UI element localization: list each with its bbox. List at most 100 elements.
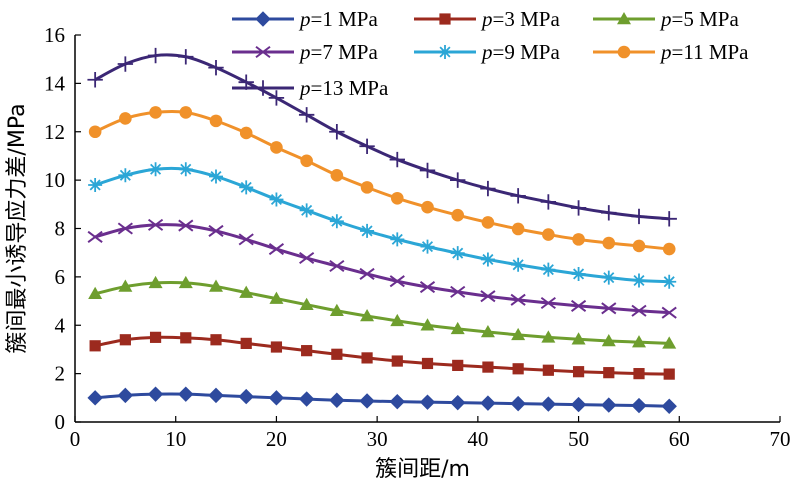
data-point xyxy=(88,125,102,139)
y-tick-label: 10 xyxy=(44,168,65,192)
data-point xyxy=(178,49,194,65)
data-point xyxy=(450,246,465,261)
data-point xyxy=(361,352,373,364)
data-point xyxy=(238,233,254,246)
series-layer xyxy=(87,47,677,414)
data-point xyxy=(300,154,313,168)
data-point xyxy=(147,218,164,231)
data-point xyxy=(389,275,405,288)
data-point xyxy=(631,208,647,225)
data-point xyxy=(298,391,315,407)
data-point xyxy=(390,232,405,247)
data-point xyxy=(601,302,617,315)
data-point xyxy=(450,394,466,411)
x-axis-title: 簇间距/m xyxy=(375,457,470,482)
data-point xyxy=(117,387,134,404)
data-point xyxy=(360,223,375,238)
legend-marker xyxy=(255,80,271,96)
data-point xyxy=(661,398,677,414)
data-point xyxy=(451,208,465,222)
y-tick-label: 8 xyxy=(55,217,66,241)
legend-item: p=1 MPa xyxy=(232,7,378,31)
data-point xyxy=(180,332,192,344)
series-3 xyxy=(88,275,677,349)
legend-item: p=11 MPa xyxy=(593,40,749,64)
data-point xyxy=(631,304,647,317)
series-line xyxy=(94,223,670,315)
legend-label: p=1 MPa xyxy=(298,7,378,31)
series-7 xyxy=(87,47,677,227)
data-point xyxy=(601,397,617,413)
data-point xyxy=(480,180,496,197)
data-point xyxy=(662,242,676,256)
data-point xyxy=(662,274,677,289)
data-point xyxy=(148,275,163,289)
data-point xyxy=(329,259,345,273)
data-point xyxy=(118,168,133,183)
data-point xyxy=(510,395,526,412)
data-point xyxy=(661,211,677,227)
data-point xyxy=(632,239,646,253)
data-point xyxy=(541,330,556,343)
data-point xyxy=(359,393,375,409)
legend-item: p=13 MPa xyxy=(232,76,389,100)
data-point xyxy=(572,366,585,378)
data-point xyxy=(269,291,284,304)
data-point xyxy=(299,251,315,265)
data-point xyxy=(570,396,587,413)
legend-marker xyxy=(617,12,631,25)
data-point xyxy=(270,341,283,353)
data-point xyxy=(208,387,224,404)
data-point xyxy=(390,191,404,205)
y-tick-label: 4 xyxy=(55,313,66,337)
data-point xyxy=(421,200,434,214)
data-point xyxy=(210,334,222,346)
data-point xyxy=(570,200,587,216)
data-point xyxy=(359,138,375,154)
data-point xyxy=(510,188,526,204)
data-point xyxy=(119,112,132,125)
data-point xyxy=(419,162,436,179)
x-tick-label: 0 xyxy=(70,427,81,451)
data-point xyxy=(510,293,526,306)
data-point xyxy=(632,335,646,348)
data-point xyxy=(450,321,465,335)
data-point xyxy=(88,286,103,300)
data-point xyxy=(662,336,677,349)
x-tick-label: 60 xyxy=(669,427,690,451)
data-point xyxy=(208,59,224,76)
series-4 xyxy=(87,218,677,319)
data-point xyxy=(511,327,526,341)
data-point xyxy=(301,345,313,357)
data-point xyxy=(601,333,616,347)
data-point xyxy=(602,236,616,250)
data-point xyxy=(149,331,162,343)
data-point xyxy=(329,124,345,140)
data-point xyxy=(452,359,464,372)
legend-marker xyxy=(255,45,271,59)
legend: p=1 MPa p=3 MPa p=5 MPa p=7 MPa p=9 MPa p=11 … xyxy=(232,7,749,100)
data-point xyxy=(147,386,164,402)
legend-item: p=9 MPa xyxy=(414,40,560,64)
data-point xyxy=(480,252,495,267)
legend-label: p=7 MPa xyxy=(298,40,378,64)
data-point xyxy=(330,168,344,182)
data-point xyxy=(268,390,285,406)
data-point xyxy=(208,224,224,237)
data-point xyxy=(117,222,133,235)
data-point xyxy=(481,216,495,229)
data-point xyxy=(633,368,645,380)
data-point xyxy=(360,309,375,322)
data-point xyxy=(420,318,435,331)
data-point xyxy=(542,228,555,241)
data-point xyxy=(117,56,134,72)
data-point xyxy=(88,177,103,192)
data-point xyxy=(119,334,131,346)
data-point xyxy=(268,243,285,256)
data-point xyxy=(270,141,283,154)
y-tick-label: 14 xyxy=(44,71,66,95)
data-point xyxy=(359,267,375,281)
x-tick-label: 30 xyxy=(367,427,388,451)
data-point xyxy=(299,297,314,310)
